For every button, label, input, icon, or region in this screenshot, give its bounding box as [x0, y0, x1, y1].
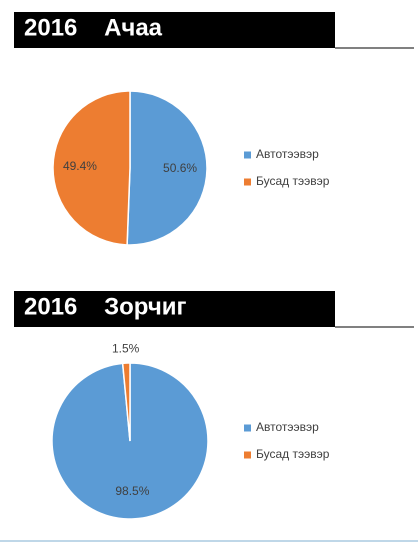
legend-label: Бусад тээвэр	[256, 447, 330, 461]
data-label: 50.6%	[163, 161, 197, 175]
chart-title: 2016 Ачаа	[24, 14, 163, 41]
legend-swatch	[244, 424, 251, 432]
legend-swatch	[244, 151, 251, 159]
chart-title: 2016 Зорчиг	[24, 293, 187, 320]
pie-slice	[121, 362, 131, 442]
legend-swatch	[244, 178, 251, 186]
legend-label: Автотээвэр	[256, 147, 319, 161]
data-label: 98.5%	[115, 484, 149, 498]
title-bar	[14, 12, 335, 48]
pie-slice	[51, 362, 209, 520]
legend-swatch	[244, 451, 251, 459]
legend-label: Автотээвэр	[256, 420, 319, 434]
pie-slice	[126, 90, 208, 246]
data-label: 1.5%	[112, 341, 140, 355]
data-label: 49.4%	[63, 159, 97, 173]
title-bar	[14, 291, 335, 327]
pie-slice	[52, 90, 131, 246]
legend-label: Бусад тээвэр	[256, 174, 330, 188]
